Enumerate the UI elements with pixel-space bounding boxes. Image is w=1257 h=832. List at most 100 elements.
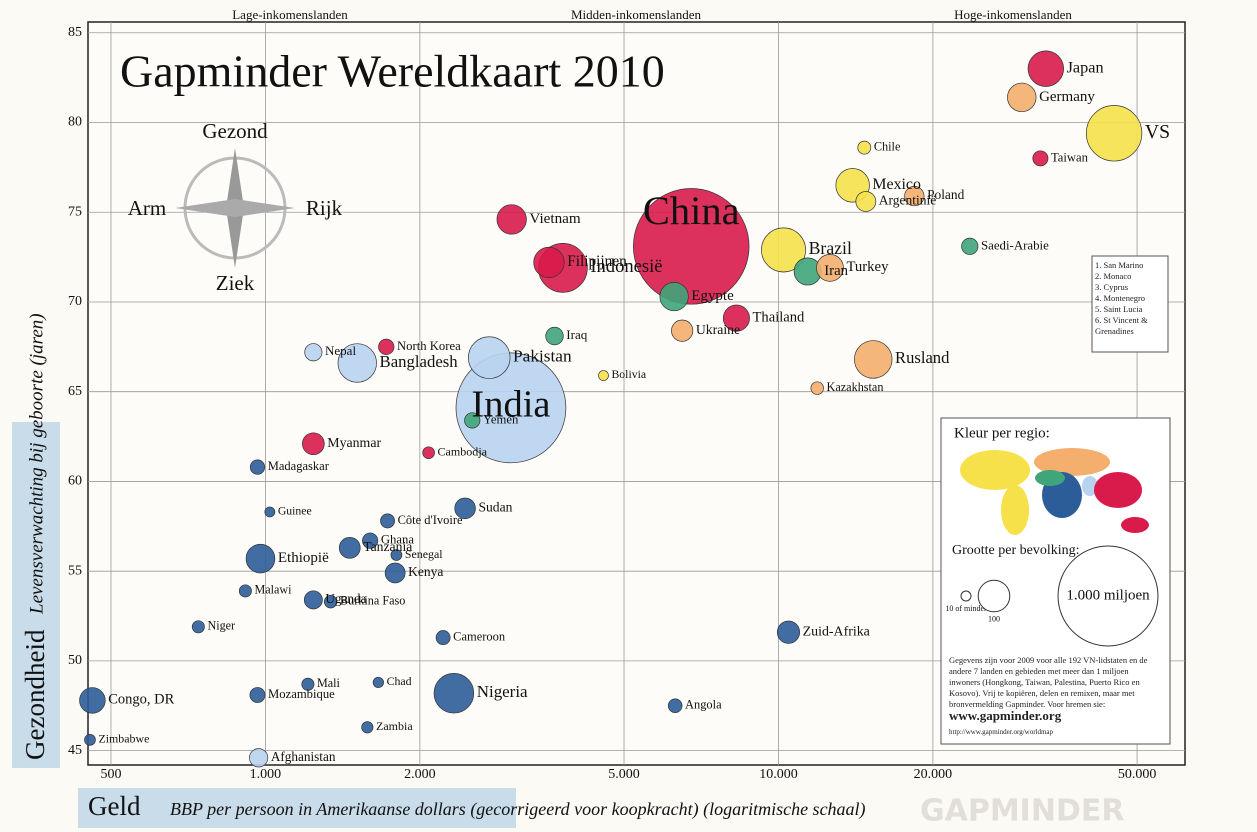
bubble-label: Ethiopië <box>278 550 329 566</box>
small-list-item: 3. Cyprus <box>1095 282 1129 292</box>
bubble <box>191 620 205 634</box>
bubble <box>468 336 511 379</box>
map-region <box>1121 517 1149 533</box>
y-title: Gezondheid Levensverwachting bij geboort… <box>20 313 50 760</box>
bubble-label: Filipijnen <box>567 253 627 270</box>
bubble <box>816 254 844 282</box>
size-legend-circle <box>1057 545 1159 647</box>
small-list-box <box>1091 255 1169 353</box>
bubble-label: Chad <box>387 674 412 688</box>
x-tick-label: 500 <box>100 767 121 782</box>
bubble <box>79 687 106 714</box>
bubble <box>855 191 877 212</box>
bubble-label: Zambia <box>376 719 413 733</box>
bubble <box>303 590 323 610</box>
bubble <box>496 204 527 235</box>
bubble-label: Indonesië <box>590 256 662 277</box>
bubble-label: Turkey <box>846 259 889 275</box>
bubble <box>84 734 96 746</box>
bubble-label: Vietnam <box>529 210 580 227</box>
bubble-label: Saedi-Arabie <box>981 238 1049 252</box>
bubble <box>264 506 276 518</box>
bubble <box>533 246 565 279</box>
x-title-text: BBP per persoon in Amerikaanse dollars (… <box>170 799 866 820</box>
y-tick-label: 70 <box>68 294 82 309</box>
bubble <box>433 673 475 714</box>
income-group: Hoge-inkomenslanden <box>954 7 1072 22</box>
bubble <box>671 319 694 342</box>
bubble <box>776 620 801 644</box>
small-list-item: 2. Monaco <box>1095 271 1132 281</box>
bubble <box>761 227 806 273</box>
bubble <box>1027 50 1064 87</box>
x-tick-label: 1.000 <box>250 767 282 782</box>
compass-label: Arm <box>128 196 167 220</box>
bubble-label: Zimbabwe <box>98 732 149 746</box>
y-tick-label: 45 <box>68 743 82 758</box>
x-tick-label: 5.000 <box>608 767 640 782</box>
map-region <box>960 450 1030 490</box>
bubble <box>362 532 379 549</box>
bubble-label: Pakistan <box>513 347 572 366</box>
bubble-label: Madagaskar <box>268 459 330 473</box>
bubble <box>810 381 824 395</box>
income-group: Midden-inkomenslanden <box>571 7 701 22</box>
size-legend-label: 10 of minder <box>945 604 987 613</box>
bubble <box>422 446 435 459</box>
bubble-label: Cameroon <box>453 629 506 643</box>
bubble <box>722 304 750 332</box>
bubble-label: Egypte <box>691 288 734 304</box>
bubble-label: Ukraine <box>696 322 740 337</box>
bubble <box>1085 105 1143 162</box>
size-legend-circle <box>977 579 1011 613</box>
note: Gegevens zijn voor 2009 voor alle 192 VN… <box>949 655 1148 709</box>
map-region <box>1082 476 1098 496</box>
bubble <box>454 497 476 520</box>
size-legend-label: 100 <box>988 615 1000 624</box>
y-title-box <box>12 422 60 768</box>
bubble <box>361 721 374 734</box>
bubble-label: North Korea <box>397 339 461 353</box>
bubble-label: Kazakhstan <box>827 380 884 394</box>
x-tick-label: 50.000 <box>1118 767 1157 782</box>
bubble <box>245 543 276 574</box>
bubble <box>301 677 315 691</box>
bubble <box>961 237 979 255</box>
bubble <box>598 370 609 381</box>
bubble <box>854 340 893 379</box>
y-tick-label: 60 <box>68 474 82 489</box>
y-title-main: Gezondheid <box>20 629 50 760</box>
bubble <box>1007 82 1037 113</box>
bubble-label: Senegal <box>405 547 443 561</box>
bubble <box>659 282 689 312</box>
bubble <box>323 595 338 609</box>
bubble <box>455 352 567 464</box>
bubble <box>633 188 750 305</box>
x-title-main: Geld <box>88 791 141 821</box>
bubble-label: Brazil <box>809 238 852 258</box>
bubble-label: Congo, DR <box>108 692 174 708</box>
small-list-item: 6. St Vincent & Grenadines <box>1095 315 1148 336</box>
bubble <box>667 698 683 714</box>
bubble-label: Yemen <box>483 412 519 426</box>
x-tick-label: 10.000 <box>759 767 798 782</box>
y-tick-label: 55 <box>68 563 82 578</box>
compass-label: Gezond <box>202 119 268 143</box>
size-legend-circle <box>960 590 972 602</box>
bubbles: China India VS Indonesië Brazil Pakistan Niger… <box>79 50 1170 768</box>
bubble-label: Argentinië <box>879 193 936 208</box>
bubble-label: Angola <box>685 698 722 712</box>
bubble-label: Mexico <box>872 176 921 193</box>
bubble-label: Niger <box>207 619 235 633</box>
y-tick-label: 85 <box>68 25 82 40</box>
bubble <box>390 549 403 561</box>
bubble-label: Burkina Faso <box>340 593 405 607</box>
bubble-label: Nepal <box>325 343 356 358</box>
bubble-label: Tanzania <box>363 539 412 554</box>
bubble-label: China <box>643 188 740 233</box>
url: www.gapminder.org <box>949 708 1062 723</box>
bubble <box>1032 150 1049 167</box>
map-region <box>1094 472 1142 508</box>
bubble-label: Bangladesh <box>380 352 459 371</box>
